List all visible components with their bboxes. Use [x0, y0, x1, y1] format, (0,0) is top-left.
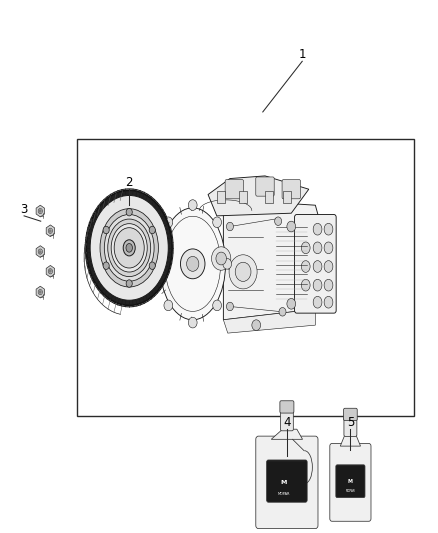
Ellipse shape [324, 296, 333, 308]
FancyBboxPatch shape [282, 180, 300, 199]
Text: MOPAR: MOPAR [278, 491, 290, 496]
Circle shape [154, 259, 162, 269]
Circle shape [126, 208, 132, 216]
FancyBboxPatch shape [225, 180, 244, 199]
Ellipse shape [301, 242, 310, 254]
Ellipse shape [104, 214, 154, 281]
Circle shape [48, 269, 53, 274]
FancyBboxPatch shape [283, 191, 291, 203]
Circle shape [180, 249, 205, 279]
Circle shape [216, 252, 226, 265]
Circle shape [275, 217, 282, 225]
FancyBboxPatch shape [294, 215, 336, 313]
Circle shape [287, 221, 296, 232]
Circle shape [213, 217, 222, 228]
Text: MOPAR: MOPAR [346, 489, 355, 494]
Ellipse shape [100, 209, 159, 287]
Ellipse shape [313, 261, 322, 272]
Text: 4: 4 [283, 416, 291, 429]
Circle shape [164, 300, 173, 311]
FancyBboxPatch shape [217, 191, 225, 203]
Circle shape [149, 262, 155, 269]
Text: 1: 1 [298, 49, 306, 61]
Ellipse shape [85, 189, 173, 307]
Ellipse shape [126, 244, 132, 252]
Circle shape [126, 280, 132, 287]
Ellipse shape [111, 224, 147, 272]
FancyBboxPatch shape [344, 417, 357, 437]
Circle shape [235, 262, 251, 281]
Bar [77, 139, 414, 416]
Text: M: M [281, 480, 287, 485]
FancyBboxPatch shape [256, 436, 318, 529]
Ellipse shape [313, 279, 322, 291]
Ellipse shape [86, 190, 172, 305]
Ellipse shape [324, 261, 333, 272]
Circle shape [212, 247, 231, 270]
Circle shape [252, 320, 261, 330]
Circle shape [279, 308, 286, 316]
Ellipse shape [90, 196, 168, 300]
FancyBboxPatch shape [343, 408, 357, 421]
Circle shape [38, 208, 42, 214]
FancyBboxPatch shape [280, 410, 293, 431]
Circle shape [149, 227, 155, 234]
Circle shape [226, 222, 233, 231]
Circle shape [38, 249, 42, 254]
Circle shape [103, 262, 109, 269]
Polygon shape [46, 225, 55, 237]
Text: 2: 2 [125, 176, 133, 189]
FancyBboxPatch shape [280, 401, 294, 413]
Polygon shape [271, 429, 303, 439]
Circle shape [188, 317, 197, 328]
Circle shape [226, 302, 233, 311]
Polygon shape [36, 246, 45, 257]
Circle shape [187, 256, 199, 271]
Ellipse shape [313, 223, 322, 235]
Polygon shape [223, 200, 320, 320]
Ellipse shape [108, 219, 151, 277]
FancyBboxPatch shape [330, 443, 371, 521]
Ellipse shape [324, 242, 333, 254]
Ellipse shape [313, 242, 322, 254]
Circle shape [103, 227, 109, 234]
Polygon shape [223, 309, 315, 333]
Polygon shape [208, 176, 309, 216]
Circle shape [188, 200, 197, 211]
Polygon shape [46, 265, 55, 277]
Circle shape [213, 300, 222, 311]
Circle shape [223, 259, 232, 269]
Circle shape [229, 255, 257, 289]
Ellipse shape [114, 228, 144, 268]
Circle shape [164, 217, 173, 228]
Ellipse shape [123, 240, 135, 256]
Text: M: M [348, 479, 353, 484]
Ellipse shape [324, 279, 333, 291]
FancyBboxPatch shape [239, 191, 247, 203]
Ellipse shape [313, 296, 322, 308]
Ellipse shape [301, 261, 310, 272]
Polygon shape [36, 286, 45, 298]
Polygon shape [340, 435, 360, 446]
Polygon shape [36, 205, 45, 217]
Circle shape [38, 289, 42, 295]
FancyBboxPatch shape [336, 465, 365, 498]
Ellipse shape [160, 208, 226, 320]
Ellipse shape [324, 223, 333, 235]
Text: 5: 5 [347, 416, 354, 429]
FancyBboxPatch shape [267, 460, 307, 502]
Text: 3: 3 [21, 203, 28, 216]
Circle shape [48, 228, 53, 233]
FancyBboxPatch shape [265, 191, 273, 203]
Ellipse shape [301, 279, 310, 291]
FancyBboxPatch shape [256, 177, 274, 196]
Circle shape [287, 298, 296, 309]
